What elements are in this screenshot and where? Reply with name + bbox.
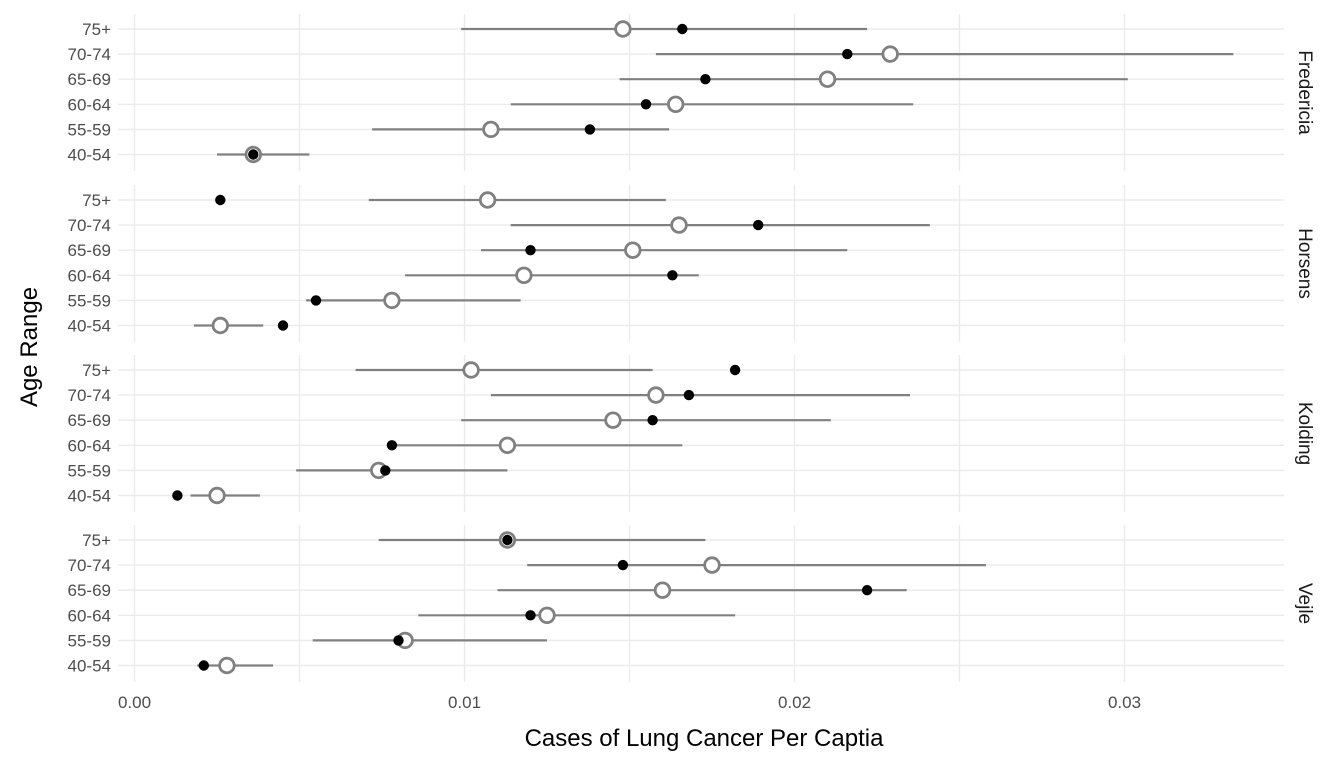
y-tick-label: 65-69 xyxy=(68,581,111,600)
observed-point-60-64 xyxy=(386,440,398,451)
y-tick-label: 65-69 xyxy=(68,411,111,430)
observed-point-40-54 xyxy=(248,149,259,160)
observed-point-55-59 xyxy=(310,295,322,306)
observed-point-40-54 xyxy=(277,320,289,331)
y-tick-label: 40-54 xyxy=(68,317,111,336)
estimate-point-65-69 xyxy=(818,70,837,88)
y-tick-label: 55-59 xyxy=(68,461,111,480)
observed-point-75+ xyxy=(729,364,741,376)
y-tick-label: 70-74 xyxy=(68,556,111,575)
panel-horsens: 40-54 55-59 60-64 65-69 70-74 75+ Horsens xyxy=(68,185,1315,342)
observed-point-75+ xyxy=(502,534,513,546)
estimate-point-55-59 xyxy=(383,291,401,310)
y-tick-label: 60-64 xyxy=(68,436,111,455)
estimate-point-65-69 xyxy=(604,411,622,429)
observed-point-70-74 xyxy=(753,219,764,231)
facet-label-fredericia: Fredericia xyxy=(1294,50,1315,135)
panels-layer: 40-5455-5960-6465-6970-7475+Fredericia40… xyxy=(68,14,1315,682)
estimate-point-40-54 xyxy=(211,316,230,335)
y-tick-label: 55-59 xyxy=(68,120,111,139)
y-axis-title: Age Range xyxy=(16,287,43,407)
facet-label-horsens: Horsens xyxy=(1294,228,1315,299)
observed-point-40-54 xyxy=(172,490,183,501)
x-axis-title: Cases of Lung Cancer Per Captia xyxy=(525,725,885,752)
estimate-point-60-64 xyxy=(515,266,533,285)
y-tick-label: 70-74 xyxy=(68,216,111,235)
estimate-point-75+ xyxy=(614,20,632,38)
observed-point-65-69 xyxy=(525,245,536,256)
y-tick-label: 40-54 xyxy=(68,487,111,506)
estimate-point-75+ xyxy=(462,361,480,379)
estimate-point-60-64 xyxy=(667,95,685,114)
x-axis: 0.00 0.01 0.02 0.03 xyxy=(118,693,1141,712)
y-tick-label: 60-64 xyxy=(68,95,111,114)
estimate-point-70-74 xyxy=(647,386,665,404)
estimate-point-40-54 xyxy=(208,486,226,505)
estimate-point-60-64 xyxy=(538,606,556,625)
panel-kolding: 40-54 55-59 60-64 65-69 70-74 75+ Kolding xyxy=(68,355,1315,512)
y-tick-label: 40-54 xyxy=(68,146,111,165)
estimate-point-75+ xyxy=(478,191,497,209)
observed-point-55-59 xyxy=(584,124,596,135)
y-tick-label: 60-64 xyxy=(68,266,111,285)
observed-point-65-69 xyxy=(700,74,711,85)
y-tick-label: 65-69 xyxy=(68,241,111,260)
observed-point-55-59 xyxy=(393,635,404,646)
observed-point-65-69 xyxy=(861,585,873,596)
estimate-point-70-74 xyxy=(670,216,688,234)
observed-point-70-74 xyxy=(842,48,853,60)
x-tick-label: 0.01 xyxy=(448,693,481,712)
observed-point-40-54 xyxy=(198,660,209,671)
y-tick-label: 70-74 xyxy=(68,386,111,405)
y-tick-label: 70-74 xyxy=(68,45,111,64)
estimate-point-55-59 xyxy=(482,120,500,139)
facet-label-vejle: Vejle xyxy=(1294,583,1315,624)
observed-point-55-59 xyxy=(380,465,391,476)
y-tick-label: 55-59 xyxy=(68,631,111,650)
y-tick-label: 75+ xyxy=(82,531,111,550)
y-tick-label: 75+ xyxy=(82,361,111,380)
observed-point-75+ xyxy=(677,23,688,35)
estimate-point-65-69 xyxy=(624,241,642,259)
x-tick-label: 0.03 xyxy=(1108,693,1141,712)
facet-label-kolding: Kolding xyxy=(1294,402,1315,465)
y-tick-label: 65-69 xyxy=(68,70,111,89)
y-tick-label: 60-64 xyxy=(68,606,111,625)
estimate-point-70-74 xyxy=(703,556,721,574)
y-tick-label: 55-59 xyxy=(68,291,111,310)
x-tick-label: 0.00 xyxy=(118,693,151,712)
y-tick-label: 40-54 xyxy=(68,657,111,676)
observed-point-65-69 xyxy=(647,415,658,426)
estimate-point-40-54 xyxy=(218,656,236,675)
panel-vejle: 40-54 55-59 60-64 65-69 70-74 75+ Vejle xyxy=(68,525,1315,682)
estimate-point-70-74 xyxy=(881,45,899,63)
estimate-point-60-64 xyxy=(498,436,517,455)
panel-fredericia: 40-54 55-59 60-64 65-69 70-74 75+ Fredericia xyxy=(68,14,1315,171)
x-tick-label: 0.02 xyxy=(778,693,811,712)
observed-point-75+ xyxy=(215,194,226,206)
estimate-point-65-69 xyxy=(653,581,672,599)
observed-point-60-64 xyxy=(667,270,678,281)
observed-point-60-64 xyxy=(640,99,652,110)
observed-point-70-74 xyxy=(617,559,629,571)
observed-point-60-64 xyxy=(525,610,536,621)
y-tick-label: 75+ xyxy=(82,20,111,39)
y-tick-label: 75+ xyxy=(82,191,111,210)
observed-point-70-74 xyxy=(683,389,695,401)
